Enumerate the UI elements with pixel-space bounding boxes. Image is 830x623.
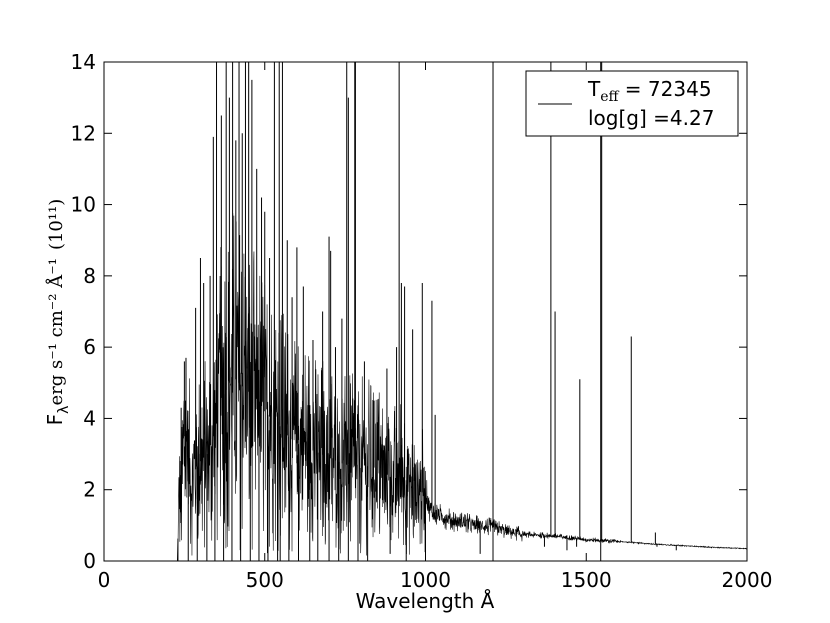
plot-area [103,61,748,562]
spectrum-line [177,213,747,561]
x-axis-label: Wavelength Å [356,589,495,613]
y-axis-ticks: 0 2 4 6 8 10 12 14 [71,50,747,573]
y-tick-label: 0 [83,549,96,573]
y-axis-label-unit: erg s⁻¹ cm⁻² Å⁻¹ [45,258,67,405]
y-axis-label-scale: (10¹¹) [46,199,67,250]
y-axis-label-base: F [43,414,67,426]
legend-teff-sub: eff [600,89,619,105]
legend-teff-value: = 72345 [618,77,711,101]
y-tick-label: 12 [71,121,96,145]
legend-teff-main: T [587,77,601,101]
x-tick-label: 2000 [722,568,773,592]
y-axis-label: Fλerg s⁻¹ cm⁻² Å⁻¹ (10¹¹) [43,199,72,426]
series-layer [177,62,747,561]
x-tick-label: 1500 [561,568,612,592]
y-tick-label: 14 [71,50,96,74]
x-tick-label: 0 [98,568,111,592]
legend: Teff = 72345 log[g] =4.27 [525,70,739,137]
y-tick-label: 2 [83,478,96,502]
y-tick-label: 8 [83,264,96,288]
y-axis-label-sub: λ [56,406,72,414]
legend-entry-line1: Teff = 72345 [587,77,712,105]
legend-entry-line2: log[g] =4.27 [588,106,714,130]
x-axis-ticks: 0 500 1000 1500 2000 [98,62,773,592]
x-tick-label: 1000 [400,568,451,592]
x-tick-label: 500 [246,568,284,592]
y-tick-label: 10 [71,193,96,217]
y-tick-label: 4 [83,406,96,430]
y-tick-label: 6 [83,335,96,359]
